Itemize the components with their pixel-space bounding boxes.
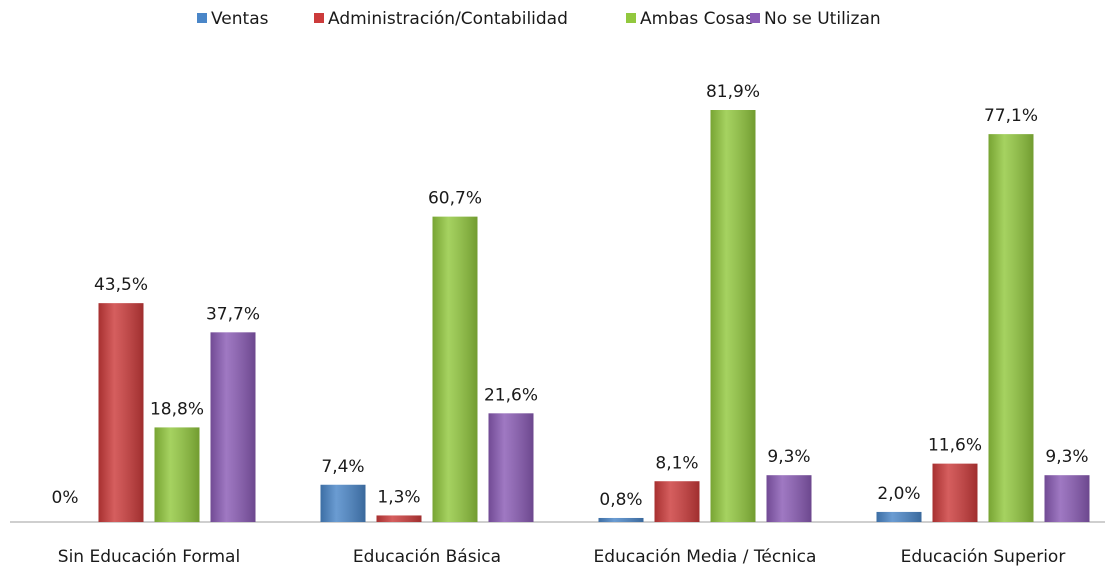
bar-shine <box>766 475 812 522</box>
x-tick-label: Educación Superior <box>901 547 1066 567</box>
legend-label: Ventas <box>211 9 269 29</box>
data-label: 60,7% <box>428 189 482 209</box>
data-label: 37,7% <box>206 304 260 324</box>
bar-shine <box>488 413 534 522</box>
bar-shine <box>320 484 366 522</box>
data-label: 77,1% <box>984 106 1038 126</box>
legend-label: Administración/Contabilidad <box>328 9 568 29</box>
data-label: 9,3% <box>767 447 810 467</box>
legend-label: Ambas Cosas <box>640 9 754 29</box>
data-label: 0% <box>52 488 79 508</box>
legend-swatch <box>197 13 207 23</box>
legend-swatch <box>314 13 324 23</box>
legend-label: No se Utilizan <box>764 9 881 29</box>
bar-shine <box>98 303 144 522</box>
bar-shine <box>154 427 200 522</box>
bar-shine <box>432 216 478 522</box>
bar-shine <box>1044 475 1090 522</box>
bar-shine <box>710 110 756 522</box>
data-label: 81,9% <box>706 82 760 102</box>
data-label: 11,6% <box>928 436 982 456</box>
bar-shine <box>654 481 700 522</box>
x-tick-label: Sin Educación Formal <box>58 547 240 567</box>
x-tick-label: Educación Básica <box>353 547 501 567</box>
data-label: 2,0% <box>877 484 920 504</box>
data-label: 9,3% <box>1045 447 1088 467</box>
data-label: 21,6% <box>484 385 538 405</box>
bar-shine <box>598 517 644 522</box>
x-tick-label: Educación Media / Técnica <box>594 547 817 567</box>
bar-shine <box>210 332 256 522</box>
bar-shine <box>376 515 422 522</box>
legend-swatch <box>750 13 760 23</box>
legend-swatch <box>626 13 636 23</box>
bar-shine <box>932 463 978 522</box>
bar-shine <box>876 511 922 522</box>
bar-shine <box>988 134 1034 522</box>
data-label: 0,8% <box>599 490 642 510</box>
data-label: 43,5% <box>94 275 148 295</box>
data-label: 1,3% <box>377 487 420 507</box>
data-label: 8,1% <box>655 453 698 473</box>
data-label: 18,8% <box>150 399 204 419</box>
data-label: 7,4% <box>321 457 364 477</box>
